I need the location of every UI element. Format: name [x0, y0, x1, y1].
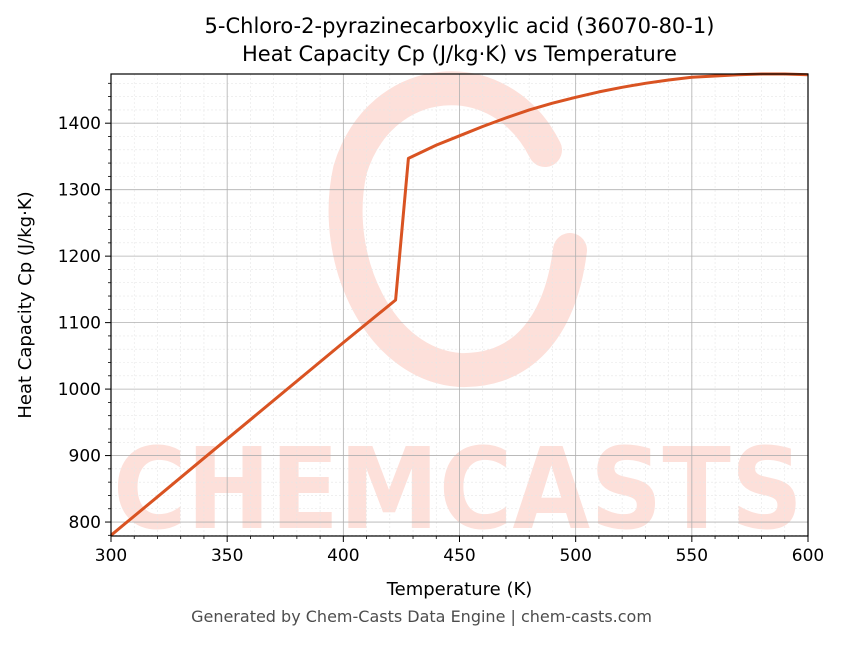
chart-title-line1: 5-Chloro-2-pyrazinecarboxylic acid (3607… [205, 14, 715, 38]
x-tick-label: 300 [95, 546, 127, 566]
y-tick-label: 900 [69, 447, 101, 467]
y-axis-label: Heat Capacity Cp (J/kg·K) [15, 191, 36, 418]
x-tick-label: 450 [443, 546, 475, 566]
y-tick-label: 1100 [58, 314, 101, 334]
x-axis-ticks: 300 350 400 450 500 550 600 [95, 536, 824, 566]
x-tick-label: 550 [676, 546, 708, 566]
series-line-heat-capacity [110, 72, 809, 537]
major-grid [110, 74, 809, 536]
watermark-text: CHEMCASTS [113, 425, 803, 555]
x-axis-label: Temperature (K) [386, 579, 533, 600]
y-tick-label: 1200 [58, 247, 101, 267]
y-tick-label: 800 [69, 513, 101, 533]
y-axis-ticks: 800 900 1000 1100 1200 1300 1400 [58, 82, 111, 536]
chart-title-line2: Heat Capacity Cp (J/kg·K) vs Temperature [242, 42, 677, 66]
y-tick-label: 1300 [58, 181, 101, 201]
x-tick-label: 350 [211, 546, 243, 566]
y-tick-label: 1000 [58, 380, 101, 400]
x-tick-label: 400 [327, 546, 359, 566]
footer-credit: Generated by Chem-Casts Data Engine | ch… [191, 607, 652, 626]
x-tick-label: 500 [559, 546, 591, 566]
x-tick-label: 600 [792, 546, 824, 566]
watermark-logo-arc [328, 71, 587, 388]
watermark: CHEMCASTS [113, 71, 803, 555]
y-tick-label: 1400 [58, 114, 101, 134]
